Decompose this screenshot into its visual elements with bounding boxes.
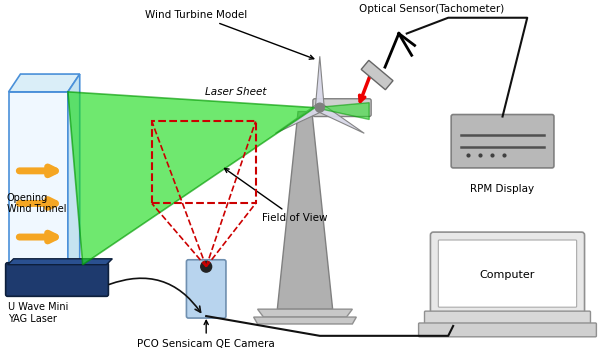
FancyBboxPatch shape — [451, 115, 554, 168]
FancyBboxPatch shape — [5, 263, 108, 296]
Polygon shape — [253, 317, 356, 324]
Polygon shape — [278, 111, 333, 309]
Text: RPM Display: RPM Display — [470, 184, 534, 194]
Polygon shape — [68, 92, 315, 265]
Text: PCO Sensicam QE Camera: PCO Sensicam QE Camera — [138, 321, 275, 349]
Polygon shape — [275, 104, 322, 133]
Circle shape — [201, 261, 211, 272]
Circle shape — [315, 103, 324, 112]
FancyBboxPatch shape — [438, 240, 577, 307]
Polygon shape — [8, 92, 68, 294]
Polygon shape — [361, 60, 393, 90]
Polygon shape — [68, 74, 80, 294]
FancyBboxPatch shape — [430, 232, 585, 317]
Text: Opening
Wind Tunnel: Opening Wind Tunnel — [7, 193, 66, 214]
Text: Optical Sensor(Tachometer): Optical Sensor(Tachometer) — [359, 4, 505, 14]
Text: Computer: Computer — [480, 269, 535, 280]
Text: Laser Sheet: Laser Sheet — [205, 87, 267, 97]
FancyBboxPatch shape — [313, 99, 371, 116]
FancyBboxPatch shape — [419, 323, 596, 337]
Text: Field of View: Field of View — [225, 168, 328, 223]
FancyBboxPatch shape — [187, 260, 226, 318]
FancyBboxPatch shape — [425, 311, 590, 327]
Text: Wind Turbine Model: Wind Turbine Model — [145, 10, 314, 59]
Polygon shape — [8, 74, 80, 92]
Polygon shape — [315, 56, 324, 108]
Text: U Wave Mini
YAG Laser: U Wave Mini YAG Laser — [8, 302, 68, 324]
Polygon shape — [315, 103, 369, 120]
Polygon shape — [8, 259, 112, 265]
Polygon shape — [318, 104, 364, 133]
Polygon shape — [258, 309, 353, 317]
